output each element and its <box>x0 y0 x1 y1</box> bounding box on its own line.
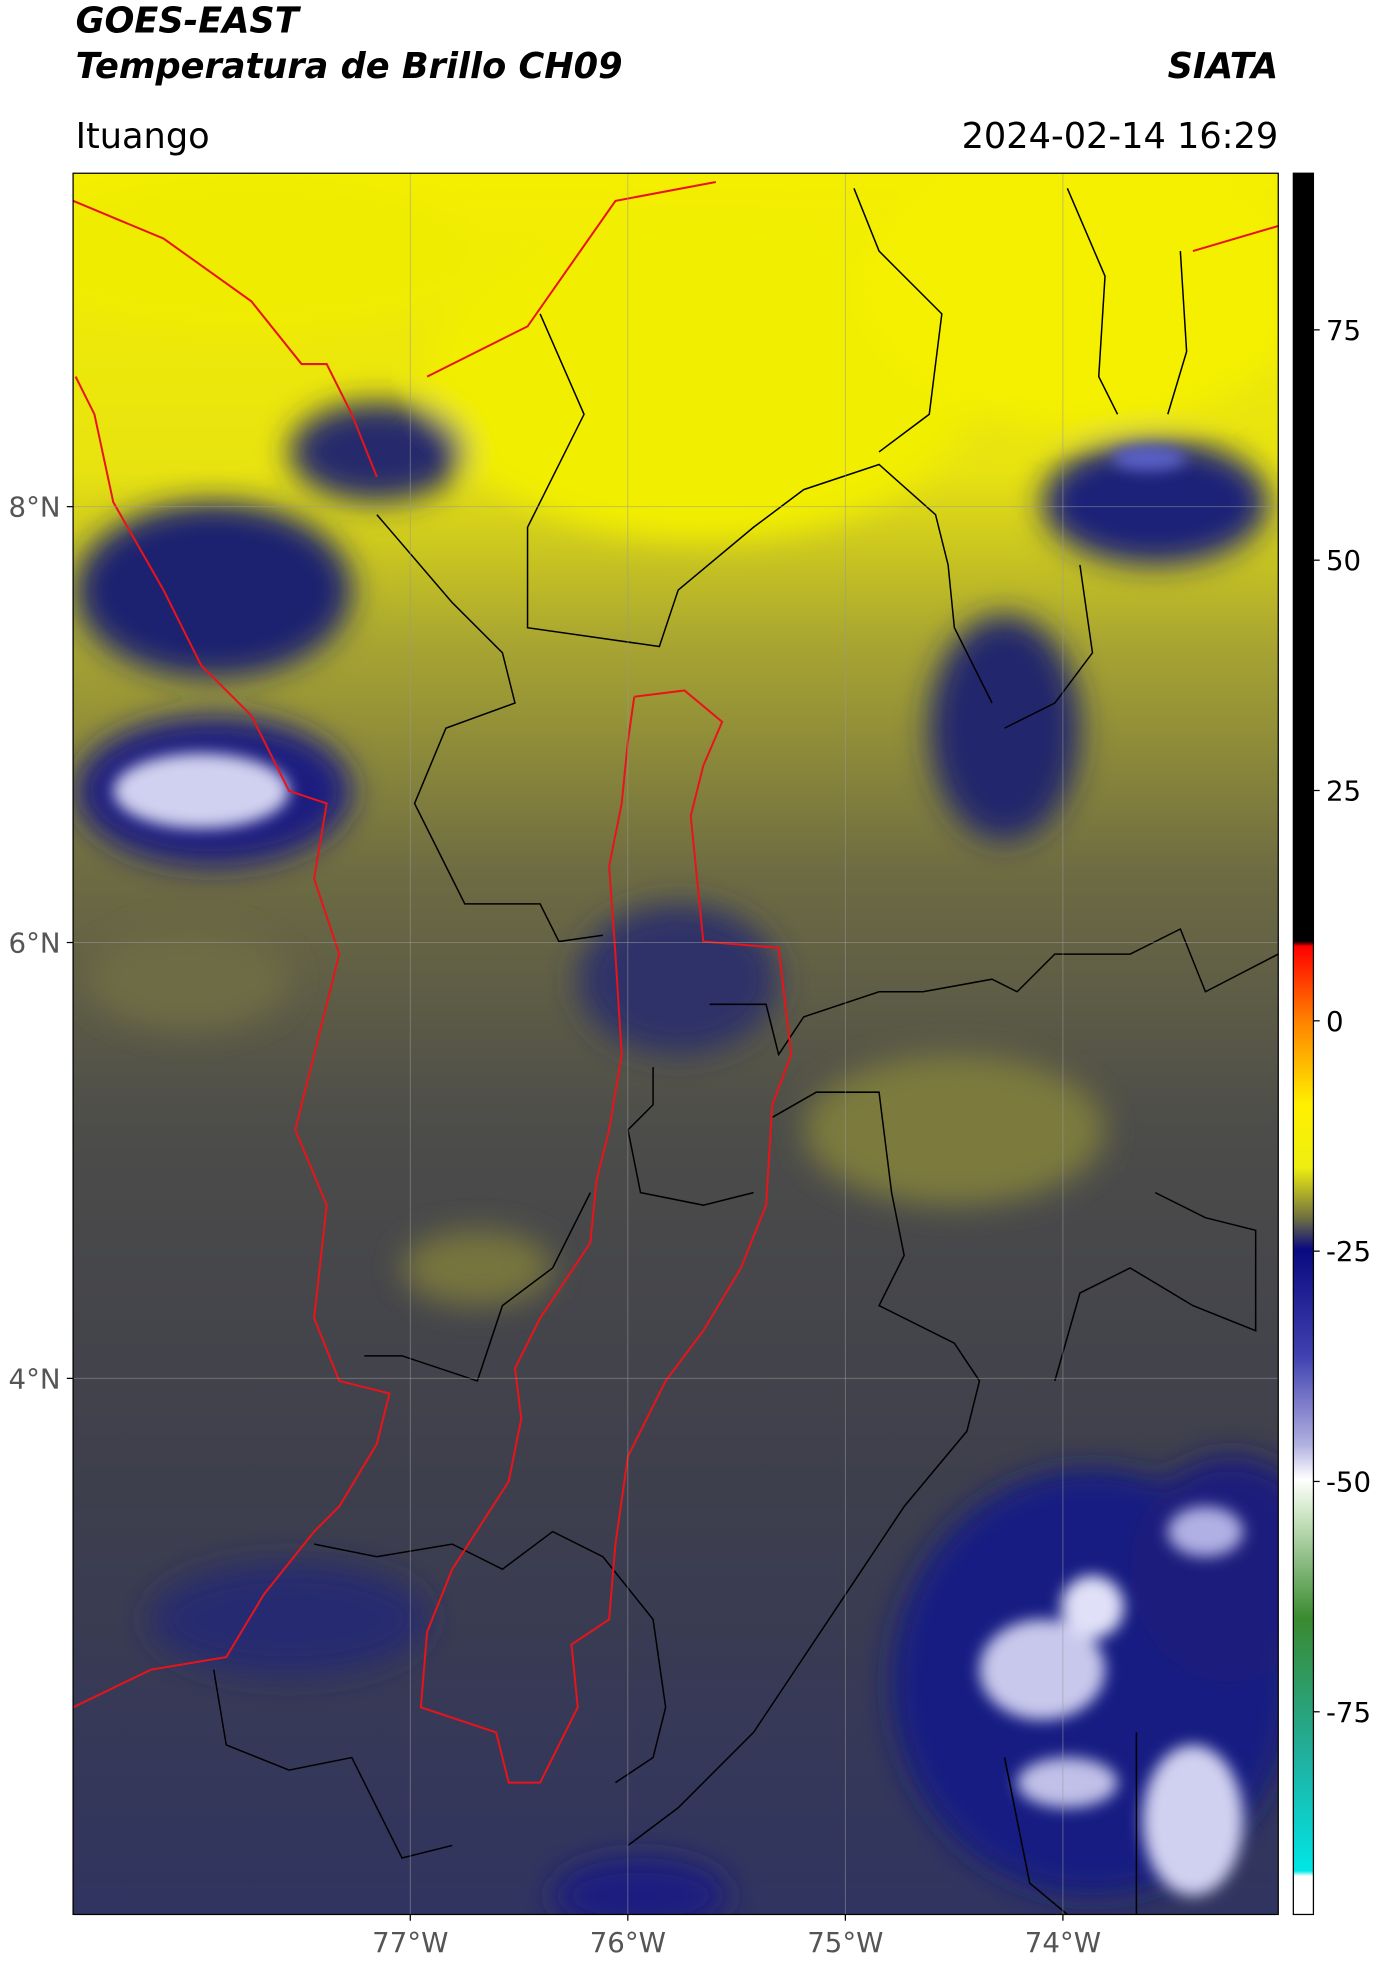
datetime: 2024-02-14 16:29 <box>962 116 1279 157</box>
y-tick-label: 4°N <box>9 1362 61 1395</box>
colorbar <box>1292 172 1315 1916</box>
colorbar-tick-label: 25 <box>1326 775 1361 808</box>
colorbar-tick-label: 0 <box>1326 1005 1344 1038</box>
x-tick-label: 76°W <box>590 1926 666 1959</box>
x-tick-label: 75°W <box>807 1926 883 1959</box>
y-tick-label: 6°N <box>9 927 61 960</box>
x-tick-label: 77°W <box>372 1926 448 1959</box>
colorbar-tick-label: 50 <box>1326 544 1361 577</box>
satellite-image <box>73 173 1279 1915</box>
colorbar-tick-label: -25 <box>1326 1235 1371 1268</box>
colorbar-tick-label: 75 <box>1326 314 1361 347</box>
location: Ituango <box>76 116 210 157</box>
y-tick-label: 8°N <box>9 491 61 524</box>
map-frame <box>72 172 1279 1916</box>
subtitle: Temperatura de Brillo CH09 <box>76 46 623 87</box>
colorbar-tick-label: -75 <box>1326 1696 1371 1729</box>
institution: SIATA <box>1168 46 1279 87</box>
colorbar-tick-label: -50 <box>1326 1466 1371 1499</box>
grid <box>73 173 1279 1915</box>
x-tick-label: 74°W <box>1025 1926 1101 1959</box>
title: GOES-EAST <box>76 1 302 42</box>
